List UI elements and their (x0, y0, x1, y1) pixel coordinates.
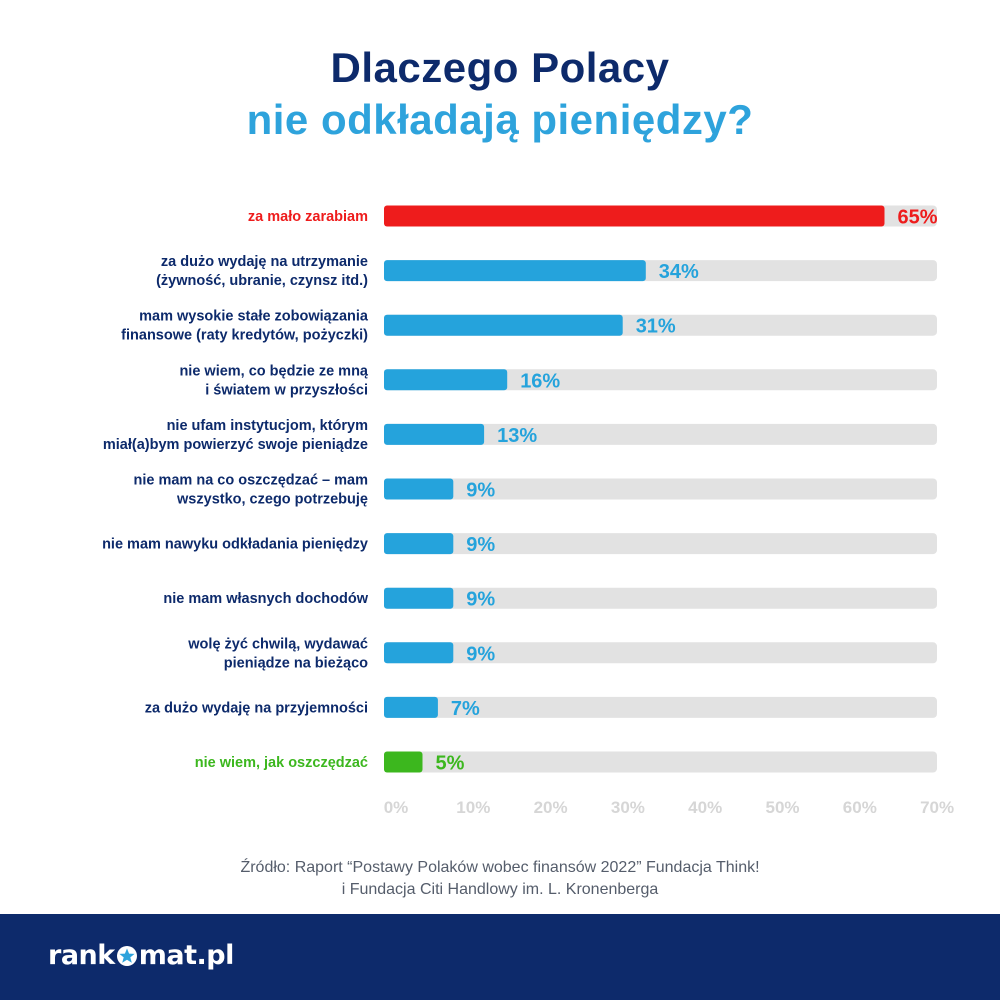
bar (384, 587, 454, 609)
value-label: 9% (466, 589, 495, 611)
logo-text-left: rank (48, 940, 115, 971)
category-label: (żywność, ubranie, czynsz itd.) (156, 273, 368, 289)
category-label: nie mam własnych dochodów (163, 591, 368, 607)
x-tick-label: 50% (765, 798, 799, 817)
bar (384, 696, 438, 718)
category-label: za dużo wydaję na utrzymanie (161, 254, 368, 270)
x-tick-label: 40% (688, 798, 722, 817)
category-label: nie mam nawyku odkładania pieniędzy (102, 537, 368, 553)
category-label: i światem w przyszłości (205, 382, 368, 398)
bar-track (384, 423, 937, 445)
bar-track (384, 369, 937, 391)
x-tick-label: 30% (611, 798, 645, 817)
category-label: wolę żyć chwilą, wydawać (187, 636, 368, 652)
x-tick-label: 20% (534, 798, 568, 817)
x-tick-label: 10% (456, 798, 490, 817)
chart-title-line1: Dlaczego Polacy (330, 44, 670, 91)
bar-track (384, 642, 937, 664)
category-label: finansowe (raty kredytów, pożyczki) (121, 328, 368, 344)
star-o-icon (116, 945, 137, 966)
bar-track (384, 696, 937, 718)
bar-chart: 65% za mało zarabiam 34% za dużo wydaję na … (102, 205, 954, 817)
value-label: 34% (659, 261, 699, 283)
category-label: mam wysokie stałe zobowiązania (139, 309, 369, 325)
bar (384, 369, 508, 391)
x-tick-label: 0% (384, 798, 409, 817)
logo-text-right: mat.pl (138, 940, 235, 971)
bar (384, 205, 885, 227)
value-label: 65% (898, 207, 938, 229)
value-label: 9% (466, 534, 495, 556)
bar-track (384, 533, 937, 555)
footer-bar: rank mat.pl (0, 914, 1000, 1000)
bar-track (384, 751, 937, 773)
bar (384, 533, 454, 555)
value-label: 16% (520, 370, 560, 392)
x-tick-label: 70% (920, 798, 954, 817)
source-line1: Źródło: Raport “Postawy Polaków wobec fi… (240, 859, 760, 876)
bar (384, 260, 646, 282)
rankomat-logo[interactable]: rank mat.pl (48, 940, 234, 971)
bar (384, 423, 485, 445)
category-label: za mało zarabiam (248, 209, 368, 225)
category-label: nie mam na co oszczędzać – mam (133, 473, 368, 489)
bar (384, 478, 454, 500)
value-label: 5% (436, 753, 465, 775)
value-label: 13% (497, 425, 537, 447)
value-label: 7% (451, 698, 480, 720)
category-label: pieniądze na bieżąco (224, 655, 368, 671)
bar (384, 642, 454, 664)
category-label: miał(a)bym powierzyć swoje pieniądze (103, 437, 368, 453)
chart-title-line2: nie odkładają pieniędzy? (246, 96, 754, 143)
bar (384, 751, 423, 773)
category-label: nie wiem, co będzie ze mną (179, 363, 368, 379)
value-label: 9% (466, 480, 495, 502)
value-label: 31% (636, 316, 676, 338)
bar-track (384, 478, 937, 500)
bar-track (384, 587, 937, 609)
category-label: wszystko, czego potrzebuję (176, 492, 368, 508)
category-label: nie ufam instytucjom, którym (167, 418, 368, 434)
source-line2: i Fundacja Citi Handlowy im. L. Kronenbe… (341, 881, 659, 898)
category-label: nie wiem, jak oszczędzać (195, 755, 368, 771)
bar (384, 314, 623, 336)
category-label: za dużo wydaję na przyjemności (145, 700, 368, 716)
value-label: 9% (466, 643, 495, 665)
x-tick-label: 60% (843, 798, 877, 817)
